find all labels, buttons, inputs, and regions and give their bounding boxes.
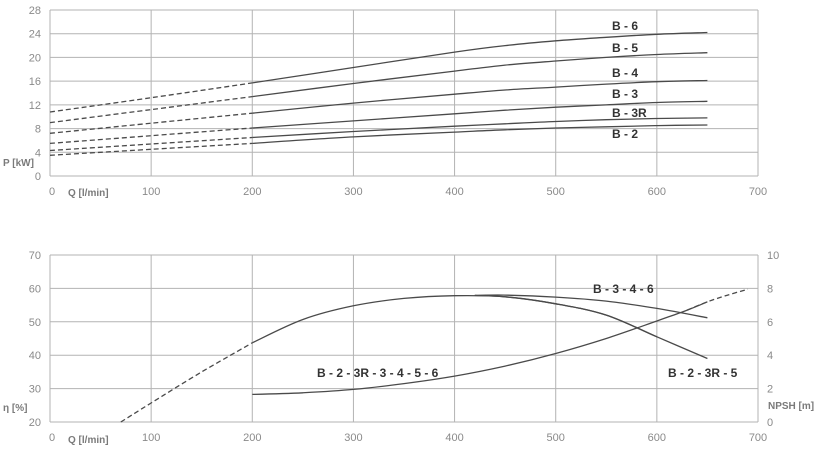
series-label-all-models: B - 2 - 3R - 3 - 4 - 5 - 6 [317,366,439,380]
efficiency-y-tick-20: 20 [29,417,41,429]
power-grid [49,9,759,177]
series-label-b3r: B - 3R [612,106,647,120]
series-label-b6: B - 6 [612,19,638,33]
power-x-tick-0: 0 [49,186,55,198]
power-x-axis-label: Q [l/min] [68,188,109,199]
power-y-tick-12: 12 [29,100,41,112]
power-series-2-line [252,79,708,114]
series-label-b3: B - 3 [612,87,638,101]
power-y-tick-0: 0 [35,171,41,183]
power-y-tick-28: 28 [29,5,41,17]
series-label-b2: B - 2 [612,127,638,141]
power-y-tick-4: 4 [35,147,41,159]
power-y-tick-20: 20 [29,52,41,64]
series-label-b2-3r-5: B - 2 - 3R - 5 [668,366,738,380]
efficiency-x-tick-100: 100 [142,432,160,444]
power-x-tick-700: 700 [749,186,767,198]
efficiency-y-tick-60: 60 [29,283,41,295]
efficiency-grid [49,254,759,423]
efficiency-x-tick-0: 0 [49,432,55,444]
efficiency-x-tick-200: 200 [243,432,261,444]
power-curves [49,31,708,156]
power-x-tick-500: 500 [547,186,565,198]
efficiency-x-tick-400: 400 [445,432,463,444]
series-label-b4: B - 4 [612,66,638,80]
npsh-y-axis-label: NPSH [m] [768,401,814,412]
series-label-b5: B - 5 [612,41,638,55]
power-y-tick-24: 24 [29,29,41,41]
efficiency-x-tick-300: 300 [344,432,362,444]
efficiency-series-1-line [474,294,708,319]
power-series-2-dashed-line [49,112,253,134]
efficiency-curves [120,288,749,423]
efficiency-x-tick-500: 500 [547,432,565,444]
efficiency-y-axis-label: η [%] [3,403,27,414]
efficiency-y-tick-40: 40 [29,350,41,362]
efficiency-y-tick-70: 70 [29,250,41,262]
efficiency-y2-tick-6: 6 [767,317,773,329]
power-y-tick-8: 8 [35,124,41,136]
power-y-axis-label: P [kW] [3,158,34,169]
efficiency-y-tick-30: 30 [29,384,41,396]
efficiency-y-tick-50: 50 [29,317,41,329]
npsh-series-4-dashed-line [686,288,749,311]
power-series-0-dashed-line [49,82,253,113]
power-y-tick-16: 16 [29,76,41,88]
power-tick-labels: 0 100 200 300 400 500 600 700 0 4 8 12 16 20 24 28 [29,5,767,198]
efficiency-x-tick-700: 700 [749,432,767,444]
power-x-tick-300: 300 [344,186,362,198]
efficiency-tick-labels: 0 100 200 300 400 500 600 700203040506070024681… [29,250,780,444]
power-x-tick-100: 100 [142,186,160,198]
efficiency-series-labels: B - 2 - 3R - 3 - 4 - 5 - 6 B - 3 - 4 - 6… [317,282,738,380]
efficiency-y2-tick-0: 0 [767,417,773,429]
efficiency-x-axis-label: Q [l/min] [68,435,109,446]
power-series-5-dashed-line [49,142,253,156]
efficiency-x-tick-600: 600 [648,432,666,444]
efficiency-y2-tick-8: 8 [767,283,773,295]
power-series-3-line [252,100,708,129]
power-series-4-dashed-line [49,136,253,152]
power-series-1-dashed-line [49,95,253,124]
series-label-b3-4-6: B - 3 - 4 - 6 [593,282,654,296]
power-series-4-line [252,117,708,139]
power-x-tick-200: 200 [243,186,261,198]
power-series-5-line [252,124,708,145]
power-x-tick-400: 400 [445,186,463,198]
power-x-tick-600: 600 [648,186,666,198]
efficiency-series-2-line [474,294,708,360]
power-series-labels: B - 6 B - 5 B - 4 B - 3 B - 3R B - 2 [612,19,647,141]
power-series-0-line [252,31,708,84]
power-series-1-line [252,52,708,98]
power-series-3-dashed-line [49,127,253,145]
efficiency-series-0-dashed-line [120,342,253,423]
efficiency-y2-tick-2: 2 [767,384,773,396]
efficiency-y2-tick-10: 10 [767,250,779,262]
efficiency-y2-tick-4: 4 [767,350,773,362]
npsh-series-3-line [252,301,708,396]
